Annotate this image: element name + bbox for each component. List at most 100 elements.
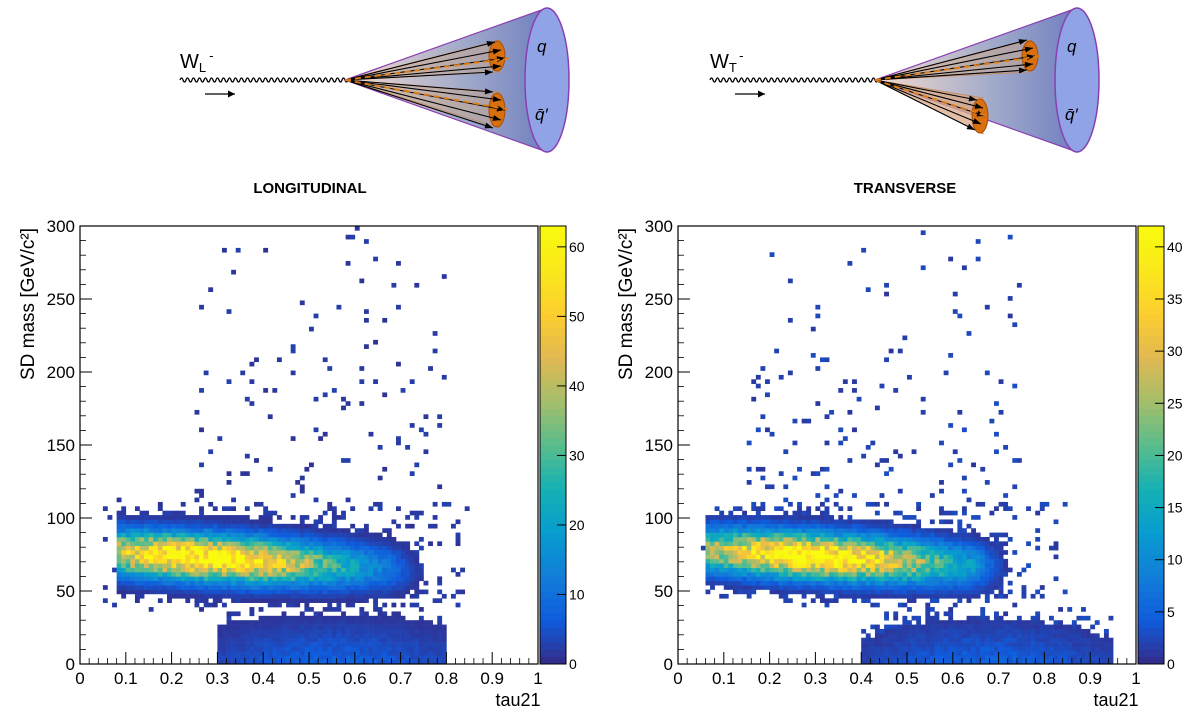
heatmap-cell (130, 589, 136, 595)
heatmap-cell (295, 572, 301, 577)
heatmap-cell (309, 633, 314, 639)
heatmap-cell (966, 576, 972, 582)
heatmap-cell (925, 607, 931, 612)
heatmap-cell (778, 580, 784, 586)
heatmap-cell (203, 515, 209, 520)
heatmap-cell (723, 519, 729, 525)
heatmap-cell (975, 589, 981, 595)
heatmap-cell (240, 655, 246, 660)
heatmap-cell (345, 580, 351, 586)
heatmap-cell (377, 585, 383, 590)
heatmap-cell (318, 519, 324, 525)
heatmap-cell (714, 532, 720, 538)
heatmap-cell (258, 620, 264, 625)
heatmap-cell (824, 541, 830, 547)
heatmap-cell (994, 637, 999, 643)
heatmap-cell (217, 528, 223, 533)
heatmap-cell (199, 519, 204, 525)
heatmap-cell (167, 572, 172, 577)
heatmap-cell (865, 637, 871, 643)
heatmap-cell (336, 589, 342, 595)
heatmap-cell (934, 545, 940, 551)
heatmap-cell (769, 585, 775, 590)
heatmap-cell (989, 585, 995, 590)
heatmap-cell (801, 510, 807, 516)
colorbar-segment (540, 328, 566, 336)
heatmap-cell (249, 637, 255, 643)
heatmap-cell (769, 532, 775, 538)
heatmap-cell (217, 633, 223, 639)
heatmap-cell (893, 536, 899, 542)
heatmap-cell (345, 615, 351, 621)
heatmap-cell (847, 515, 853, 520)
heatmap-cell (755, 545, 761, 551)
heatmap-cell (405, 650, 411, 656)
heatmap-cell (194, 567, 200, 573)
heatmap-cell (345, 593, 351, 599)
heatmap-cell (838, 554, 844, 560)
heatmap-cell (879, 550, 885, 555)
heatmap-cell (199, 563, 204, 568)
heatmap-cell (423, 449, 429, 455)
colorbar-segment (1138, 445, 1164, 453)
heatmap-cell (893, 611, 899, 617)
heatmap-cell (819, 567, 825, 573)
heatmap-cell (409, 602, 415, 608)
heatmap-cell (189, 536, 195, 542)
heatmap-cell (742, 567, 747, 573)
heatmap-cell (231, 563, 237, 568)
heatmap-cell (428, 642, 433, 647)
heatmap-cell (327, 554, 333, 560)
heatmap-cell (350, 637, 356, 643)
heatmap-cell (865, 567, 871, 573)
heatmap-cell (874, 659, 880, 665)
heatmap-cell (1108, 655, 1114, 660)
heatmap-cell (309, 532, 314, 538)
heatmap-cell (714, 558, 720, 564)
heatmap-cell (299, 576, 305, 582)
heatmap-cell (267, 655, 273, 660)
heatmap-cell (998, 637, 1004, 643)
heatmap-cell (432, 633, 438, 639)
heatmap-cell (354, 642, 360, 647)
heatmap-cell (249, 523, 255, 529)
heatmap-cell (966, 642, 972, 647)
heatmap-cell (373, 628, 378, 634)
heatmap-cell (276, 637, 282, 643)
heatmap-cell (902, 593, 908, 599)
jet-cone (343, 7, 548, 153)
heatmap-cell (331, 515, 337, 520)
heatmap-cell (290, 541, 296, 547)
heatmap-cell (705, 523, 711, 529)
heatmap-cell (373, 602, 378, 608)
heatmap-cell (943, 624, 949, 630)
heatmap-cell (1016, 655, 1022, 660)
heatmap-cell (221, 628, 227, 634)
heatmap-cell (258, 655, 264, 660)
heatmap-cell (295, 598, 301, 603)
heatmap-cell (1030, 628, 1036, 634)
heatmap-cell (737, 536, 743, 542)
heatmap-cell (705, 541, 711, 547)
heatmap-cell (1003, 558, 1009, 564)
heatmap-cell (276, 602, 282, 608)
heatmap-cell (815, 515, 821, 520)
heatmap-cell (884, 519, 889, 525)
heatmap-cell (396, 506, 401, 511)
heatmap-cell (769, 484, 775, 490)
heatmap-cell (852, 427, 857, 433)
heatmap-cell (359, 659, 365, 665)
heatmap-cell (377, 550, 383, 555)
heatmap-cell (194, 515, 200, 520)
heatmap-cell (742, 536, 747, 542)
heatmap-cell (852, 519, 857, 525)
heatmap-cell (276, 567, 282, 573)
heatmap-cell (345, 567, 351, 573)
heatmap-cell (907, 624, 912, 630)
heatmap-cell (948, 637, 954, 643)
colorbar-segment (1138, 569, 1164, 577)
heatmap-cell (194, 593, 200, 599)
heatmap-cell (386, 642, 392, 647)
heatmap-cell (737, 576, 743, 582)
heatmap-cell (185, 545, 191, 551)
